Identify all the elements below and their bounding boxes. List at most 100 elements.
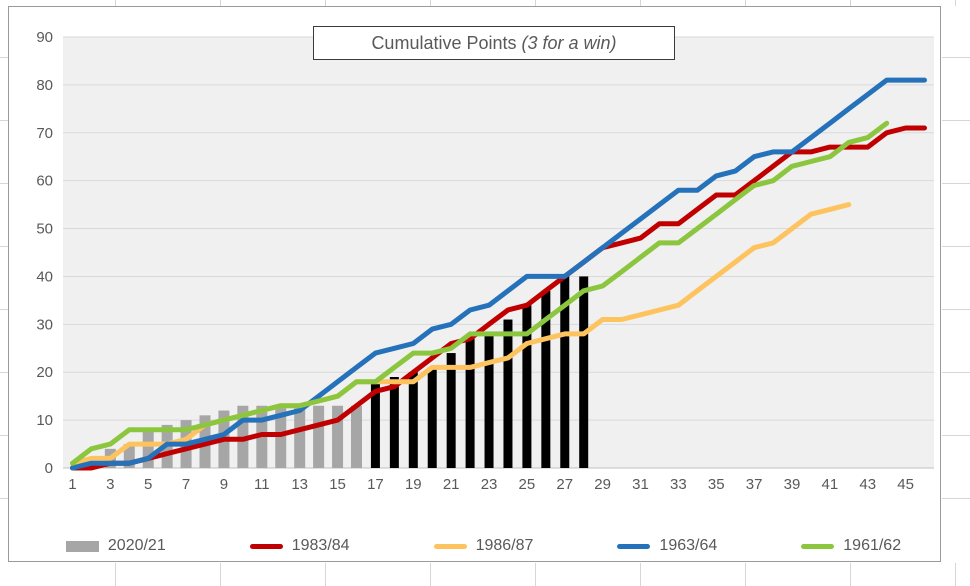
legend-label: 1983/84	[291, 537, 350, 554]
worksheet-row-line	[942, 435, 970, 436]
worksheet-row-line	[0, 57, 8, 58]
bar-2020/21-game-24[interactable]	[503, 319, 513, 468]
worksheet-column-line	[640, 0, 641, 6]
worksheet-row-line	[0, 309, 8, 310]
y-axis-label-90: 90	[36, 29, 53, 46]
x-axis-label-9: 9	[220, 476, 228, 493]
worksheet-column-line	[850, 0, 851, 6]
bar-2020/21-game-5[interactable]	[142, 429, 154, 468]
bar-2020/21-game-14[interactable]	[313, 405, 325, 468]
bar-2020/21-game-21[interactable]	[446, 353, 456, 468]
worksheet-column-line	[430, 0, 431, 6]
worksheet-column-line	[325, 0, 326, 6]
worksheet-column-line	[955, 0, 956, 6]
legend-item-2020/21[interactable]: 2020/21	[65, 537, 166, 555]
bar-2020/21-game-23[interactable]	[484, 333, 494, 468]
worksheet-row-line	[942, 498, 970, 499]
x-axis-label-7: 7	[182, 476, 190, 493]
worksheet-row-line	[0, 183, 8, 184]
worksheet-column-line	[325, 563, 326, 586]
y-axis-label-40: 40	[36, 268, 53, 285]
bar-2020/21-game-15[interactable]	[332, 405, 344, 468]
worksheet-row-line	[942, 372, 970, 373]
chart-title-text: Cumulative Points	[371, 32, 522, 53]
y-axis-label-80: 80	[36, 77, 53, 94]
x-axis-label-35: 35	[708, 476, 725, 493]
bar-2020/21-game-27[interactable]	[560, 276, 570, 468]
bar-2020/21-game-13[interactable]	[294, 405, 306, 468]
x-axis-label-13: 13	[291, 476, 308, 493]
worksheet-row-line	[0, 435, 8, 436]
series-line-1983/84[interactable]	[70, 125, 927, 471]
worksheet-column-line	[640, 563, 641, 586]
bar-2020/21-game-18[interactable]	[389, 377, 399, 468]
bar-2020/21-game-17[interactable]	[370, 381, 380, 468]
legend-swatch-bar-2020/21	[65, 540, 99, 552]
worksheet-column-line	[535, 0, 536, 6]
legend-label: 1963/64	[659, 537, 718, 554]
chart-legend: 2020/21 1983/84 1986/87 1963/64 1961/62	[17, 531, 950, 561]
bar-2020/21-game-26[interactable]	[541, 290, 551, 468]
bar-2020/21-game-28[interactable]	[579, 276, 589, 468]
series-line-1963/64[interactable]	[70, 77, 927, 471]
worksheet-column-line	[745, 0, 746, 6]
x-axis-label-25: 25	[519, 476, 536, 493]
x-axis-label-17: 17	[367, 476, 384, 493]
series-line-1961/62[interactable]	[70, 120, 890, 466]
bar-2020/21-game-22[interactable]	[465, 338, 475, 468]
x-axis-label-37: 37	[746, 476, 763, 493]
y-axis-label-30: 30	[36, 316, 53, 333]
bar-2020/21-game-16[interactable]	[350, 405, 362, 468]
worksheet-row-line	[942, 246, 970, 247]
worksheet-row-line	[0, 372, 8, 373]
legend-item-1983/84[interactable]: 1983/84	[249, 537, 350, 555]
bar-2020/21-game-20[interactable]	[427, 367, 437, 468]
y-axis-label-0: 0	[45, 460, 53, 477]
x-axis-label-11: 11	[254, 476, 270, 493]
bar-2020/21-game-4[interactable]	[123, 444, 135, 468]
x-axis-label-43: 43	[859, 476, 876, 493]
x-axis-label-39: 39	[784, 476, 801, 493]
x-axis-label-41: 41	[822, 476, 839, 493]
bar-2020/21-game-25[interactable]	[522, 305, 532, 468]
chart-title-italic: (3 for a win)	[521, 32, 617, 53]
legend-label: 2020/21	[107, 537, 166, 554]
worksheet-row-line	[0, 246, 8, 247]
chart-title-box[interactable]: Cumulative Points (3 for a win)	[313, 26, 675, 60]
worksheet-column-line	[115, 0, 116, 6]
y-axis-label-20: 20	[36, 364, 53, 381]
x-axis-label-27: 27	[556, 476, 573, 493]
y-axis-label-60: 60	[36, 173, 53, 190]
worksheet-column-line	[115, 563, 116, 586]
bar-2020/21-game-19[interactable]	[408, 372, 418, 468]
legend-label: 1986/87	[475, 537, 534, 554]
legend-swatch-line-1963/64	[617, 543, 651, 549]
x-axis-label-33: 33	[670, 476, 687, 493]
x-axis-label-5: 5	[144, 476, 152, 493]
y-axis-label-70: 70	[36, 125, 53, 142]
chart-object[interactable]: 0 10 20 30 40 50 60 70 80 90 1 3 5 7 9 11 13 15 17 19 21 23 25…	[8, 6, 941, 562]
worksheet-column-line	[850, 563, 851, 586]
x-axis-label-3: 3	[106, 476, 114, 493]
x-axis-label-45: 45	[897, 476, 914, 493]
x-axis-label-29: 29	[594, 476, 611, 493]
x-axis-label-31: 31	[632, 476, 649, 493]
worksheet-column-line	[535, 563, 536, 586]
worksheet-row-line	[942, 183, 970, 184]
worksheet-row-line	[942, 309, 970, 310]
legend-label: 1961/62	[843, 537, 902, 554]
legend-swatch-line-1983/84	[249, 543, 283, 549]
x-axis-label-1: 1	[68, 476, 76, 493]
worksheet-column-line	[220, 0, 221, 6]
legend-item-1986/87[interactable]: 1986/87	[433, 537, 534, 555]
legend-item-1963/64[interactable]: 1963/64	[617, 537, 717, 555]
x-axis-label-15: 15	[329, 476, 346, 493]
y-axis-label-50: 50	[36, 221, 53, 238]
x-axis-label-21: 21	[443, 476, 460, 493]
worksheet-row-line	[0, 120, 8, 121]
worksheet-row-line	[942, 120, 970, 121]
x-axis-label-23: 23	[481, 476, 498, 493]
plot-background	[63, 37, 934, 468]
legend-item-1961/62[interactable]: 1961/62	[801, 537, 901, 555]
